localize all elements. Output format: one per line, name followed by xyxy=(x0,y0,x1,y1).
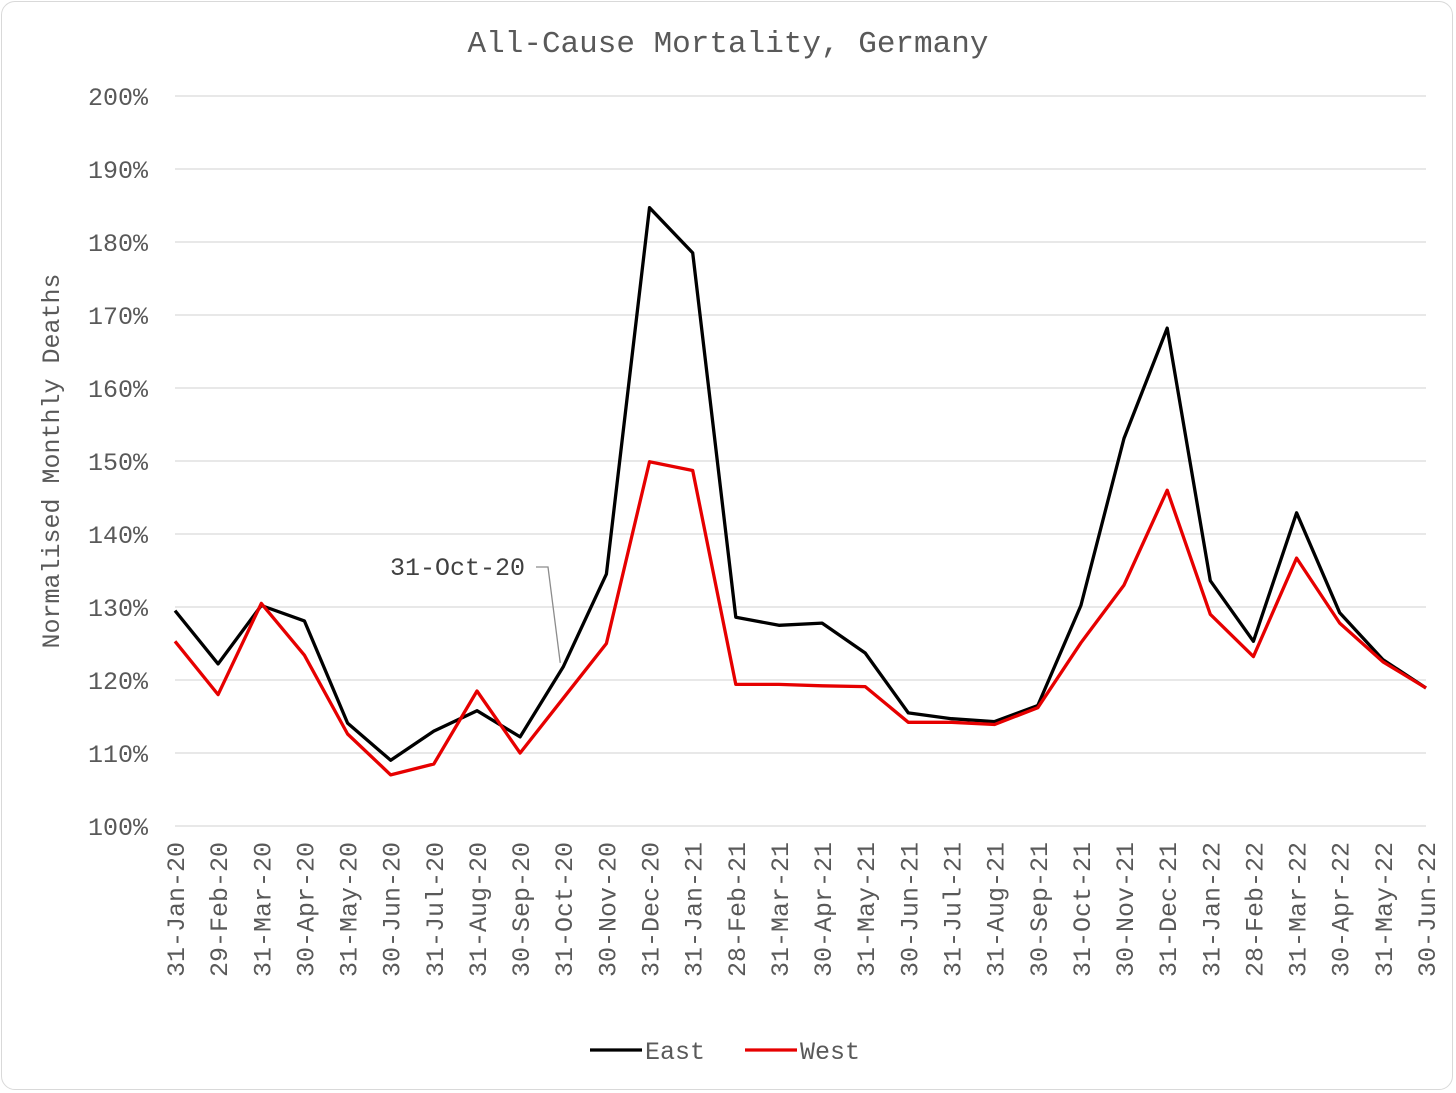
annotation-leader-line xyxy=(536,566,561,663)
x-tick-label: 31-May-20 xyxy=(336,842,365,977)
series-lines xyxy=(173,206,1427,777)
x-tick-label: 31-Aug-21 xyxy=(983,842,1012,977)
y-tick-label: 140% xyxy=(88,522,149,551)
legend-label-east: East xyxy=(645,1038,705,1067)
y-axis-label: Normalised Monthly Deaths xyxy=(38,273,67,648)
x-tick-label: 30-Apr-22 xyxy=(1328,842,1357,977)
x-tick-label: 31-Mar-22 xyxy=(1285,842,1314,977)
series-line-west xyxy=(173,460,1427,777)
x-tick-label: 30-Apr-21 xyxy=(810,842,839,977)
x-tick-label: 30-Sep-20 xyxy=(508,842,537,977)
x-tick-label: 31-Jul-20 xyxy=(422,842,451,977)
legend-label-west: West xyxy=(800,1038,860,1067)
x-tick-label: 31-Jul-21 xyxy=(939,842,968,977)
y-tick-label: 150% xyxy=(88,449,149,478)
annotation-label: 31-Oct-20 xyxy=(390,554,525,583)
x-tick-label: 31-Jan-20 xyxy=(163,842,192,977)
x-tick-label: 30-Jun-21 xyxy=(896,842,925,977)
x-tick-label: 30-Jun-22 xyxy=(1414,842,1443,977)
y-tick-label: 120% xyxy=(88,668,149,697)
y-tick-label: 110% xyxy=(88,741,149,770)
y-tick-label: 160% xyxy=(88,376,149,405)
x-tick-label: 31-Oct-21 xyxy=(1069,842,1098,977)
y-tick-label: 190% xyxy=(88,157,149,186)
gridlines xyxy=(175,95,1426,827)
x-tick-label: 30-Nov-20 xyxy=(594,842,623,977)
x-tick-label: 31-Dec-20 xyxy=(638,842,667,977)
x-tick-label: 31-Jan-22 xyxy=(1198,842,1227,977)
x-tick-label: 30-Jun-20 xyxy=(379,842,408,977)
x-tick-label: 31-Dec-21 xyxy=(1155,842,1184,977)
x-tick-label: 31-May-21 xyxy=(853,842,882,977)
x-tick-label: 31-Oct-20 xyxy=(551,842,580,977)
y-tick-label: 130% xyxy=(88,595,149,624)
x-tick-labels: 31-Jan-20 29-Feb-20 31-Mar-20 30-Apr-20 31-M… xyxy=(163,842,1443,977)
x-tick-label: 30-Apr-20 xyxy=(292,842,321,977)
x-tick-label: 31-May-22 xyxy=(1371,842,1400,977)
x-tick-label: 28-Feb-22 xyxy=(1241,842,1270,977)
y-tick-label: 200% xyxy=(88,84,149,113)
chart-title: All-Cause Mortality, Germany xyxy=(468,27,989,62)
legend: East West xyxy=(590,1038,860,1067)
x-tick-label: 28-Feb-21 xyxy=(724,842,753,977)
x-tick-label: 31-Mar-21 xyxy=(767,842,796,977)
x-tick-label: 31-Mar-20 xyxy=(249,842,278,977)
x-tick-label: 29-Feb-20 xyxy=(206,842,235,977)
x-tick-label: 31-Jan-21 xyxy=(681,842,710,977)
y-tick-labels: 100% 110% 120% 130% 140% 150% 160% 170% 180% 190%… xyxy=(88,84,149,843)
y-tick-label: 100% xyxy=(88,814,149,843)
y-tick-label: 170% xyxy=(88,303,149,332)
y-tick-label: 180% xyxy=(88,230,149,259)
x-tick-label: 30-Sep-21 xyxy=(1026,842,1055,977)
series-line-east xyxy=(173,206,1427,762)
annotations: 31-Oct-20 xyxy=(390,554,561,663)
x-tick-label: 30-Nov-21 xyxy=(1112,842,1141,977)
x-tick-label: 31-Aug-20 xyxy=(465,842,494,977)
